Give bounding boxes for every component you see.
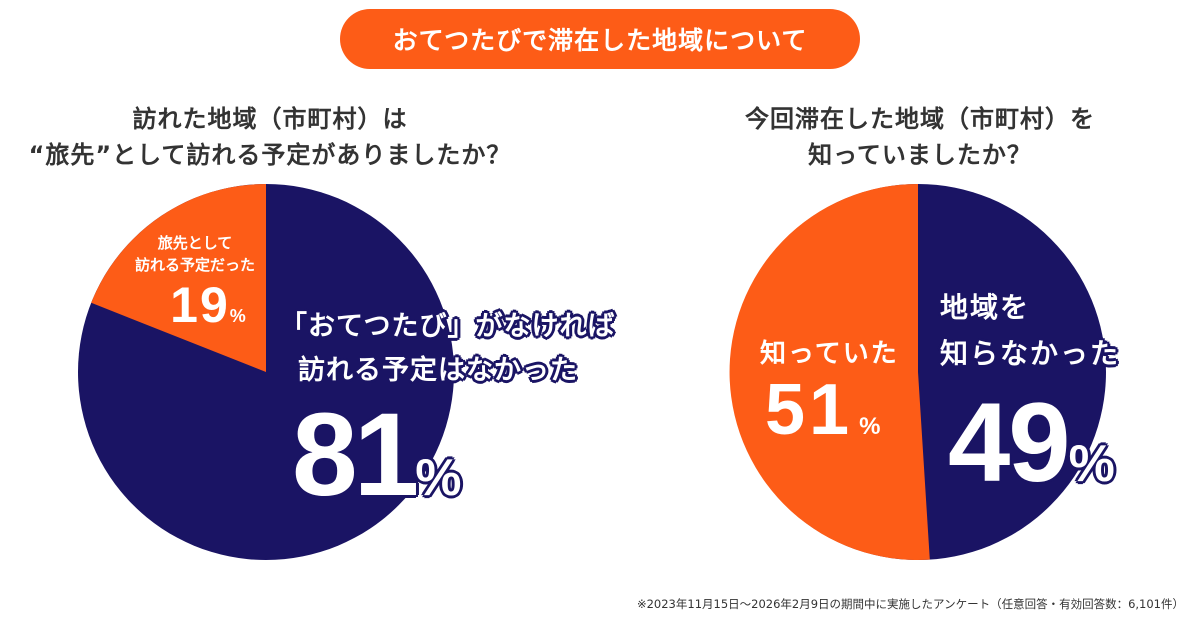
pie1-slice2-unit: % bbox=[415, 449, 462, 507]
chart1-question-line1: 訪れた地域（市町村）は bbox=[132, 105, 408, 133]
section-title-banner: おてつたびで滞在した地域について bbox=[340, 9, 860, 69]
pie1-slice2-label-line1: 「おてつたび」がなければ bbox=[280, 311, 616, 342]
pie2-slice2-unit: % bbox=[1068, 435, 1115, 493]
pie2-slice1-value: 51% bbox=[765, 370, 880, 469]
chart1-question-line2: “旅先”として訪れる予定がありましたか？ bbox=[28, 141, 512, 169]
chart2-question: 今回滞在した地域（市町村）を 知っていましたか？ bbox=[670, 101, 1170, 173]
chart2-question-line2: 知っていましたか？ bbox=[808, 141, 1032, 169]
chart1-question: 訪れた地域（市町村）は “旅先”として訪れる予定がありましたか？ bbox=[10, 101, 530, 173]
section-title: おてつたびで滞在した地域について bbox=[392, 26, 808, 55]
pie1-slice1-label-line2: 訪れる予定だった bbox=[134, 256, 255, 274]
pie-chart-2 bbox=[729, 183, 1106, 560]
pie2-slice1-number: 51 bbox=[765, 370, 854, 450]
pie2-slice1-label-line1: 知っていた bbox=[760, 339, 899, 369]
pie1-slice2-number: 81 bbox=[292, 389, 419, 521]
chart2-question-line1: 今回滞在した地域（市町村）を bbox=[745, 105, 1095, 133]
pie1-slice1-number: 19 bbox=[170, 277, 230, 333]
pie1-slice2-label: 「おてつたび」がなければ 訪れる予定はなかった bbox=[280, 305, 615, 393]
pie1-slice2-value: 81% bbox=[292, 396, 462, 545]
pie1-slice2-label-line2: 訪れる予定はなかった bbox=[298, 355, 578, 386]
pie-chart-1 bbox=[78, 184, 454, 560]
pie1-slice1-label: 旅先として 訪れる予定だった bbox=[130, 232, 260, 276]
pie2-slice2-number: 49 bbox=[948, 380, 1071, 505]
pie1-slice-19 bbox=[91, 184, 266, 372]
pie2-slice2-label: 地域を 知らなかった bbox=[940, 285, 1120, 377]
survey-footnote: ※2023年11月15日〜2026年2月9日の期間中に実施したアンケート（任意回… bbox=[636, 597, 1184, 611]
pie2-slice2-value: 49% bbox=[948, 387, 1115, 531]
pie2-slice2-label-line1: 地域を bbox=[940, 291, 1031, 324]
pie2-slice2-label-line2: 知らなかった bbox=[940, 337, 1121, 370]
pie1-slice1-label-line1: 旅先として bbox=[157, 234, 233, 252]
pie2-slice-51 bbox=[729, 183, 930, 560]
pie2-slice1-unit: % bbox=[859, 413, 881, 440]
pie1-slice1-value: 19% bbox=[148, 276, 268, 334]
pie2-slice1-label: 知っていた bbox=[760, 333, 899, 370]
pie1-slice1-unit: % bbox=[229, 306, 246, 326]
